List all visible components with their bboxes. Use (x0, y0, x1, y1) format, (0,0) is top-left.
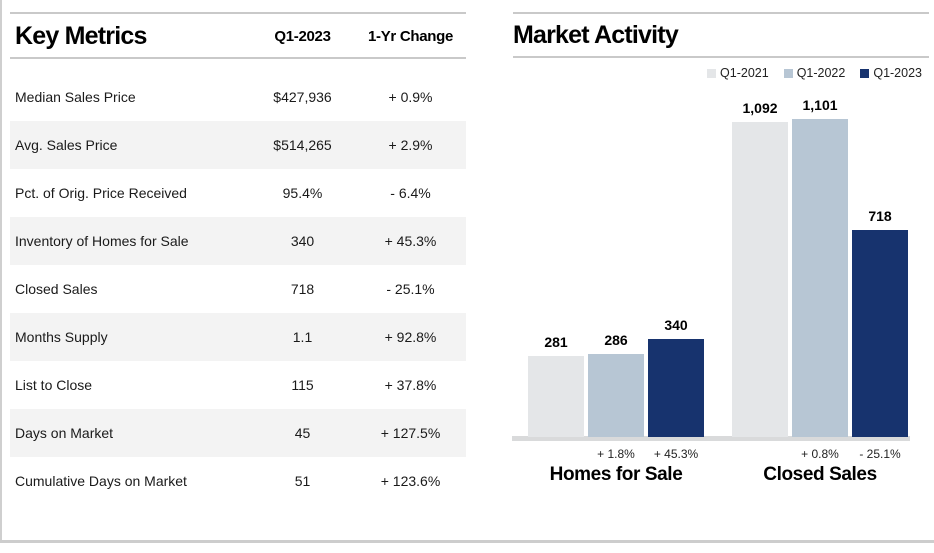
bar-value-label: 281 (544, 334, 568, 350)
legend-label: Q1-2021 (720, 66, 769, 80)
bar-q1-2021: 1,092 (732, 100, 788, 437)
bar-q1-2022: 286 (588, 332, 644, 437)
metric-label: Months Supply (15, 329, 108, 345)
metric-value: $514,265 (273, 137, 332, 153)
metric-change: + 45.3% (384, 233, 437, 249)
metric-label: Days on Market (15, 425, 114, 441)
header-rule-left (10, 57, 466, 59)
bar-q1-2023: 340 (648, 317, 704, 437)
metric-row: Days on Market 45 + 127.5% (10, 409, 466, 457)
bar-q1-2021: 281 (528, 334, 584, 437)
metric-value: 45 (294, 425, 311, 441)
category-label: Homes for Sale (549, 464, 683, 485)
top-rule-left (10, 12, 466, 14)
chart-baseline-axis (512, 436, 910, 441)
metric-change: - 25.1% (386, 281, 435, 297)
legend-item: Q1-2023 (860, 66, 922, 80)
legend-item: Q1-2022 (783, 66, 846, 80)
key-metrics-title: Key Metrics (15, 21, 147, 50)
legend-item: Q1-2021 (707, 66, 769, 80)
metrics-table-body: Median Sales Price $427,936 + 0.9% Avg. Sal… (10, 73, 466, 505)
bar-q1-2022: 1,101 (792, 97, 848, 437)
metric-value: 718 (290, 281, 315, 297)
metric-value: 115 (291, 377, 314, 393)
category-label: Closed Sales (763, 464, 877, 485)
metric-change: + 2.9% (388, 137, 433, 153)
market-activity-panel: Market Activity Q1-2021 Q1-2022 Q1-2023 28… (488, 0, 934, 553)
metric-label: Cumulative Days on Market (15, 473, 187, 489)
metric-label: Avg. Sales Price (15, 137, 118, 153)
key-metrics-panel: Key Metrics Q1-2023 1-Yr Change Median S… (10, 0, 466, 553)
column-header-q1-2023: Q1-2023 (274, 27, 331, 45)
legend-swatch-icon (860, 68, 870, 78)
bar-value-label: 718 (868, 208, 892, 224)
metric-row: Pct. of Orig. Price Received 95.4% - 6.4% (10, 169, 466, 217)
metric-row: Median Sales Price $427,936 + 0.9% (10, 73, 466, 121)
metric-label: List to Close (15, 377, 93, 393)
metric-label: Closed Sales (15, 281, 98, 297)
metric-change: + 92.8% (384, 329, 437, 345)
legend-label: Q1-2022 (796, 66, 846, 80)
metric-value: 340 (290, 233, 315, 249)
metric-value: 51 (294, 473, 311, 489)
legend-label: Q1-2023 (873, 66, 922, 80)
market-activity-title: Market Activity (513, 21, 679, 49)
metric-value: 95.4% (282, 185, 323, 201)
market-activity-chart: 281 286 + 1.8% 340 + 45.3% Homes for Sale 1,09… (488, 85, 934, 485)
column-header-1yr-change: 1-Yr Change (367, 27, 454, 45)
bar-value-label: 1,092 (742, 100, 778, 116)
pct-change-label: + 45.3% (653, 447, 699, 461)
metric-change: + 37.8% (384, 377, 437, 393)
pct-change-label: + 1.8% (597, 447, 635, 461)
metric-change: + 123.6% (380, 473, 441, 489)
top-rule-right (513, 12, 929, 14)
chart-legend: Q1-2021 Q1-2022 Q1-2023 (707, 66, 922, 80)
metric-change: - 6.4% (390, 185, 431, 201)
bar-q1-2023: 718 (852, 208, 908, 437)
metric-row: Months Supply 1.1 + 92.8% (10, 313, 466, 361)
bar-value-label: 1,101 (802, 97, 838, 113)
metric-row: Avg. Sales Price $514,265 + 2.9% (10, 121, 466, 169)
pct-change-label: - 25.1% (859, 447, 901, 461)
metric-value: 1.1 (292, 329, 313, 345)
metric-label: Pct. of Orig. Price Received (15, 185, 187, 201)
metric-row: Inventory of Homes for Sale 340 + 45.3% (10, 217, 466, 265)
metric-change: + 127.5% (380, 425, 441, 441)
metric-row: Closed Sales 718 - 25.1% (10, 265, 466, 313)
bottom-rule (0, 540, 934, 543)
legend-swatch-icon (707, 68, 717, 78)
bar-value-label: 340 (664, 317, 688, 333)
pct-change-label: + 0.8% (801, 447, 839, 461)
metric-change: + 0.9% (388, 89, 433, 105)
vertical-divider (0, 0, 2, 540)
metric-row: Cumulative Days on Market 51 + 123.6% (10, 457, 466, 505)
metric-label: Median Sales Price (15, 89, 136, 105)
bar-value-label: 286 (604, 332, 628, 348)
legend-swatch-icon (783, 68, 793, 78)
title-rule-right (513, 56, 929, 58)
metric-label: Inventory of Homes for Sale (15, 233, 189, 249)
metric-value: $427,936 (273, 89, 332, 105)
key-metrics-header: Key Metrics Q1-2023 1-Yr Change (10, 15, 466, 57)
metric-row: List to Close 115 + 37.8% (10, 361, 466, 409)
